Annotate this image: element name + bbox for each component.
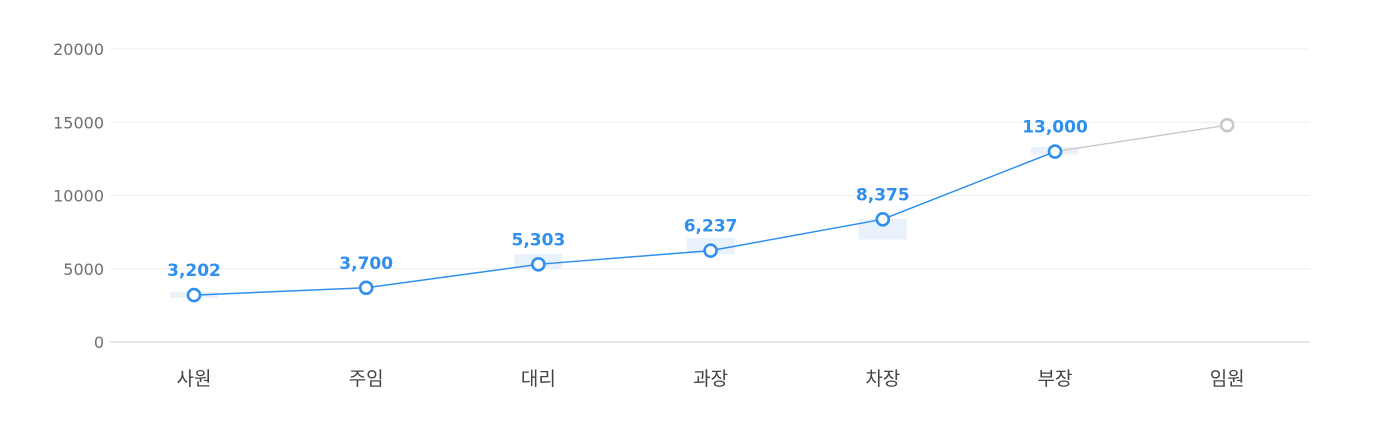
- x-tick-label: 차장: [865, 368, 900, 390]
- x-tick-label: 부장: [1038, 368, 1073, 390]
- x-tick-label: 주임: [349, 368, 384, 390]
- series-line-segment: [710, 218, 883, 252]
- range-band: [858, 218, 907, 240]
- data-label: 3,202: [167, 261, 221, 281]
- series-line-segment-inactive: [1054, 124, 1228, 153]
- y-tick-label: 15000: [53, 113, 104, 132]
- data-point: [531, 257, 546, 272]
- data-point-inactive: [1219, 117, 1235, 133]
- x-tick-label: 임원: [1210, 368, 1245, 390]
- data-label: 5,303: [512, 230, 566, 250]
- data-point: [875, 212, 891, 227]
- data-label: 6,237: [684, 217, 738, 237]
- data-point: [186, 287, 202, 303]
- data-label: 3,700: [339, 254, 393, 274]
- data-point: [703, 243, 718, 258]
- x-tick-label: 대리: [521, 368, 556, 390]
- y-tick-label: 10000: [53, 187, 104, 206]
- data-label: 13,000: [1022, 118, 1088, 138]
- series-line-segment: [882, 150, 1056, 221]
- x-tick-label: 과장: [693, 368, 728, 390]
- data-point: [1047, 144, 1063, 159]
- data-point: [358, 280, 374, 296]
- y-tick-label: 5000: [63, 260, 104, 279]
- series-line-segment: [193, 287, 367, 296]
- data-label: 8,375: [856, 185, 910, 205]
- y-tick-label: 20000: [53, 40, 104, 59]
- series-line-segment: [538, 249, 711, 266]
- series-line-segment: [366, 263, 539, 289]
- y-tick-label: 0: [94, 333, 104, 352]
- x-tick-label: 사원: [177, 368, 212, 390]
